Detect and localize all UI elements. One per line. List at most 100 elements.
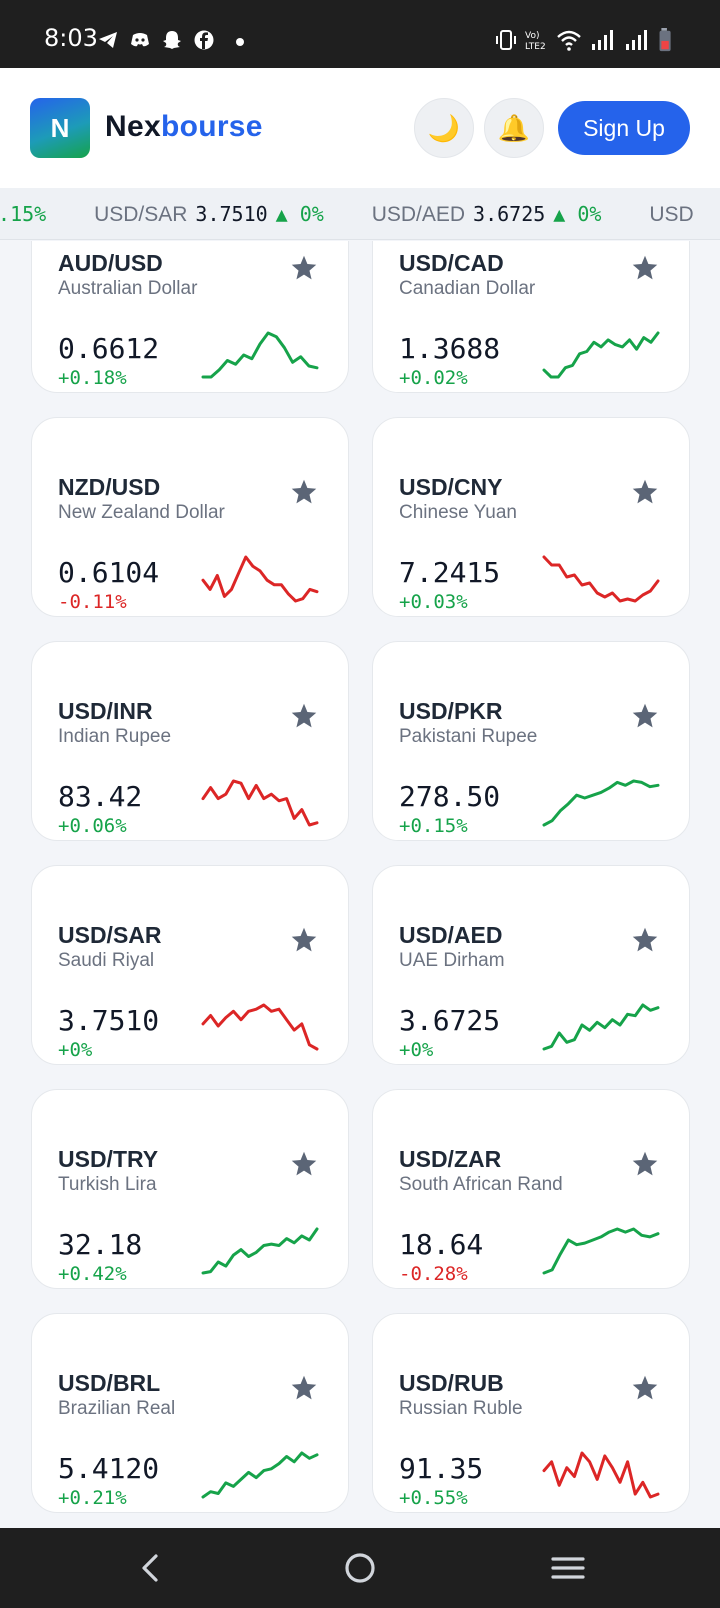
home-icon[interactable] xyxy=(342,1550,378,1586)
currency-price: 3.7510 xyxy=(58,1004,160,1037)
favorite-star-icon[interactable] xyxy=(631,1374,659,1402)
recents-icon[interactable] xyxy=(550,1550,586,1586)
currency-card[interactable]: AUD/USD Australian Dollar 0.6612 +0.18% xyxy=(31,241,349,393)
currency-name: New Zealand Dollar xyxy=(58,502,225,523)
discord-icon xyxy=(131,33,149,47)
favorite-star-icon[interactable] xyxy=(290,926,318,954)
currency-change: +0.21% xyxy=(58,1487,127,1509)
currency-card[interactable]: USD/BRL Brazilian Real 5.4120 +0.21% xyxy=(31,1313,349,1513)
favorite-star-icon[interactable] xyxy=(290,254,318,282)
currency-price: 32.18 xyxy=(58,1228,143,1261)
sparkline-path xyxy=(542,1227,660,1275)
currency-pair: USD/ZAR xyxy=(399,1146,502,1172)
currency-price: 0.6104 xyxy=(58,556,160,589)
brand-name-part2: bourse xyxy=(160,110,263,143)
sparkline-path xyxy=(542,331,660,379)
status-bar: 8:03 Vo) LTE2 xyxy=(0,0,720,68)
notifications-button[interactable]: 🔔 xyxy=(484,98,544,158)
ticker-item[interactable]: USD xyxy=(649,203,694,226)
bell-icon: 🔔 xyxy=(497,113,531,143)
currency-change: +0.06% xyxy=(58,815,127,837)
currency-price: 0.6612 xyxy=(58,332,160,365)
moon-icon: 🌙 xyxy=(427,113,461,143)
currency-card[interactable]: USD/SAR Saudi Riyal 3.7510 +0% xyxy=(31,865,349,1065)
theme-toggle-button[interactable]: 🌙 xyxy=(414,98,474,158)
facebook-icon xyxy=(194,30,214,50)
sparkline-chart xyxy=(201,555,319,603)
vibrate-icon xyxy=(496,30,516,50)
brand-name-part1: Nex xyxy=(105,110,161,143)
sparkline-chart xyxy=(201,779,319,827)
currency-card[interactable]: NZD/USD New Zealand Dollar 0.6104 -0.11% xyxy=(31,417,349,617)
favorite-star-icon[interactable] xyxy=(631,926,659,954)
currency-change: +0.15% xyxy=(399,815,468,837)
favorite-star-icon[interactable] xyxy=(631,1150,659,1178)
currency-pair: USD/AED xyxy=(399,922,503,948)
logo[interactable]: N xyxy=(30,98,90,158)
currency-name: Australian Dollar xyxy=(58,278,198,299)
currency-pair: USD/BRL xyxy=(58,1370,161,1396)
currency-price: 5.4120 xyxy=(58,1452,160,1485)
favorite-star-icon[interactable] xyxy=(631,478,659,506)
currency-name: Saudi Riyal xyxy=(58,950,155,971)
sign-up-button[interactable]: Sign Up xyxy=(558,101,690,155)
favorite-star-icon[interactable] xyxy=(290,1374,318,1402)
currency-change: +0.02% xyxy=(399,367,468,389)
favorite-star-icon[interactable] xyxy=(631,702,659,730)
favorite-star-icon[interactable] xyxy=(290,478,318,506)
back-icon[interactable] xyxy=(134,1550,170,1586)
currency-price: 91.35 xyxy=(399,1452,484,1485)
battery-icon xyxy=(659,28,671,52)
currency-change: +0% xyxy=(58,1039,93,1061)
sparkline-path xyxy=(201,1451,319,1499)
currency-card[interactable]: USD/CAD Canadian Dollar 1.3688 +0.02% xyxy=(372,241,690,393)
brand-name[interactable]: Nexbourse xyxy=(105,110,263,144)
currency-pair: NZD/USD xyxy=(58,474,161,500)
currency-card[interactable]: USD/AED UAE Dirham 3.6725 +0% xyxy=(372,865,690,1065)
sparkline-path xyxy=(201,779,319,827)
currency-pair: AUD/USD xyxy=(58,250,163,276)
svg-text:LTE2: LTE2 xyxy=(525,42,546,52)
favorite-star-icon[interactable] xyxy=(290,1150,318,1178)
currency-pair: USD/RUB xyxy=(399,1370,504,1396)
sparkline-path xyxy=(542,779,660,827)
currency-pair: USD/INR xyxy=(58,698,153,724)
sparkline-chart xyxy=(201,1003,319,1051)
currency-card[interactable]: USD/CNY Chinese Yuan 7.2415 +0.03% xyxy=(372,417,690,617)
currency-change: +0% xyxy=(399,1039,434,1061)
notification-dot xyxy=(236,38,244,46)
status-time: 8:03 xyxy=(44,24,98,52)
sparkline-path xyxy=(542,1003,660,1051)
currency-name: Chinese Yuan xyxy=(399,502,517,523)
currency-card[interactable]: USD/ZAR South African Rand 18.64 -0.28% xyxy=(372,1089,690,1289)
currency-card[interactable]: USD/RUB Russian Ruble 91.35 +0.55% xyxy=(372,1313,690,1513)
ticker-item[interactable]: USD/SAR 3.7510 ▲ 0% xyxy=(94,202,324,226)
favorite-star-icon[interactable] xyxy=(631,254,659,282)
currency-name: Pakistani Rupee xyxy=(399,726,538,747)
sparkline-chart xyxy=(201,331,319,379)
currency-change: -0.11% xyxy=(58,591,127,613)
currency-card[interactable]: USD/PKR Pakistani Rupee 278.50 +0.15% xyxy=(372,641,690,841)
snapchat-icon xyxy=(163,31,181,49)
currency-list[interactable]: AUD/USD Australian Dollar 0.6612 +0.18% USD/… xyxy=(0,241,720,1528)
sparkline-chart xyxy=(542,555,660,603)
ticker-item[interactable]: 0.15% xyxy=(0,202,47,226)
signal-icon-2 xyxy=(626,30,647,50)
sparkline-path xyxy=(201,1227,319,1275)
sparkline-path xyxy=(201,555,319,603)
ticker-item[interactable]: USD/AED 3.6725 ▲ 0% xyxy=(371,202,602,226)
currency-card[interactable]: USD/INR Indian Rupee 83.42 +0.06% xyxy=(31,641,349,841)
svg-text:Vo): Vo) xyxy=(525,31,539,41)
currency-name: Brazilian Real xyxy=(58,1398,176,1419)
sparkline-path xyxy=(542,555,660,603)
wifi-icon xyxy=(557,30,581,51)
sparkline-chart xyxy=(201,1227,319,1275)
sparkline-chart xyxy=(542,1227,660,1275)
currency-name: Turkish Lira xyxy=(58,1174,157,1195)
sparkline-path xyxy=(201,1003,319,1051)
currency-pair: USD/CAD xyxy=(399,250,504,276)
currency-price: 1.3688 xyxy=(399,332,501,365)
favorite-star-icon[interactable] xyxy=(290,702,318,730)
currency-card[interactable]: USD/TRY Turkish Lira 32.18 +0.42% xyxy=(31,1089,349,1289)
